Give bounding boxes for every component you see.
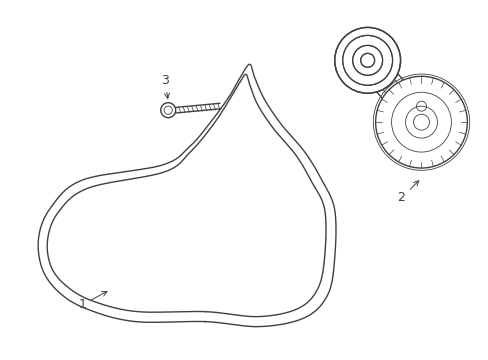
Circle shape xyxy=(375,76,467,168)
Polygon shape xyxy=(356,51,431,131)
Circle shape xyxy=(334,27,400,93)
Text: 3: 3 xyxy=(161,74,169,98)
Text: 1: 1 xyxy=(79,292,107,311)
Text: 2: 2 xyxy=(397,181,418,204)
